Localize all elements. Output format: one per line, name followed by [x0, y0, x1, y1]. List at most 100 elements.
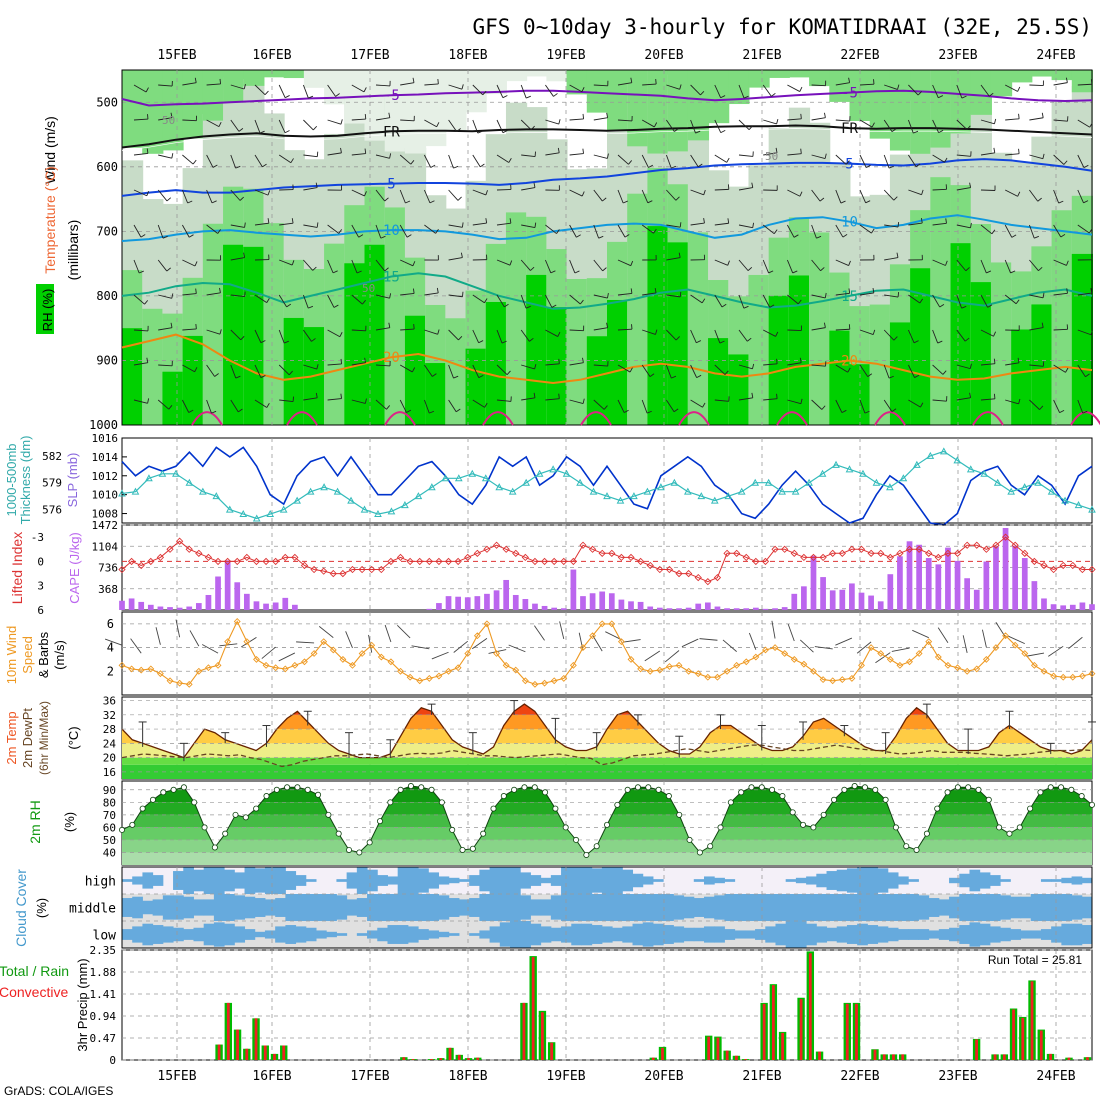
upper-wind-barb	[423, 189, 431, 204]
upper-wind-barb	[617, 189, 624, 204]
rh-shade-dark	[647, 226, 669, 425]
rh-shade-mid	[263, 223, 285, 425]
upper-wind-barb-tick	[966, 125, 971, 130]
upper-wind-barb-tick	[799, 86, 803, 92]
cloud-frame	[121, 866, 1093, 949]
cloud-bar-middle	[887, 894, 899, 921]
upper-wind-barb	[496, 189, 512, 191]
upper-wind-barb-tick	[312, 266, 317, 271]
upper-wind-barb	[182, 259, 196, 267]
wind-speed-point	[944, 661, 952, 669]
rh-shade-high	[425, 70, 447, 147]
cloud-bar-high	[458, 879, 470, 882]
upper-wind-barb-tick	[262, 163, 267, 168]
cloud-bar-middle	[734, 894, 746, 921]
upper-wind-barb-tick	[188, 234, 194, 238]
upper-wind-barb	[278, 364, 290, 376]
upper-wind-barb	[545, 119, 559, 125]
precip-conv-bar	[716, 1037, 720, 1060]
cape-bar	[637, 601, 644, 610]
cloud-bar-low	[928, 930, 940, 939]
upper-wind-barb-tick	[530, 266, 535, 271]
wind-speed-point	[665, 663, 673, 670]
cloud-bar-high	[826, 871, 838, 890]
upper-wind-barb-tick	[824, 153, 827, 159]
upper-wind-barb	[545, 363, 560, 366]
cloud-bar-low	[1061, 923, 1073, 946]
upper-wind-barb	[617, 292, 632, 296]
cloud-bar-high	[836, 869, 848, 892]
date-label-top: 21FEB	[742, 48, 781, 63]
wind-barb	[699, 638, 718, 641]
rh-point	[645, 784, 652, 791]
cloud-bar-middle	[1030, 894, 1042, 921]
upper-wind-barb-tick	[752, 222, 755, 228]
slp-ylabel-thickness: Thickness (dm)	[18, 436, 33, 525]
upper-wind-barb	[980, 152, 995, 156]
lifted-index-point	[742, 553, 750, 562]
upper-wind-barb-tick	[703, 218, 705, 224]
upper-wind-barb	[714, 188, 729, 191]
cloud-bar-high	[122, 879, 133, 882]
upper-wind-barb-tick	[654, 287, 657, 294]
isotherm-3	[121, 214, 1093, 242]
cape-bar	[868, 595, 874, 610]
upper-wind-barb	[859, 364, 869, 377]
rh-point	[562, 824, 569, 831]
upper-wind-barb	[1053, 364, 1066, 373]
wind-speed-point	[176, 679, 184, 687]
upper-wind-barb	[545, 329, 558, 337]
upper-wind-barb	[496, 222, 511, 226]
lifted-index-point	[444, 557, 453, 566]
thickness-point	[508, 487, 517, 495]
upper-wind-barb	[1077, 154, 1085, 168]
upper-wind-barb-tick	[824, 112, 826, 118]
thickness-point	[1074, 501, 1083, 509]
cloud-bar-middle	[806, 894, 817, 921]
cloud-bar-high	[642, 876, 654, 885]
rh-point	[872, 786, 879, 793]
upper-wind-barb-tick	[1082, 410, 1088, 414]
wind-speed-point	[752, 653, 760, 661]
upper-wind-barb	[182, 154, 194, 165]
wind-speed-point	[253, 655, 260, 663]
upper-wind-barb	[1029, 84, 1044, 86]
upper-wind-barb-tick	[526, 95, 531, 99]
upper-wind-barb-tick	[534, 222, 537, 228]
upper-wind-barb-tick	[194, 77, 197, 83]
upper-wind-barb-tick	[1018, 148, 1020, 154]
cloud-bar-low	[693, 927, 705, 942]
cloud-bar-low	[264, 930, 276, 939]
rh-shade-dark	[283, 317, 305, 425]
rh-point	[779, 793, 786, 800]
upper-wind-barb	[1053, 82, 1068, 86]
wind-speed-point	[954, 664, 961, 672]
upper-wind-barb-tick	[195, 288, 197, 294]
lifted-index-point	[425, 557, 433, 566]
upper-wind-barb	[279, 399, 294, 402]
lifted-index-point	[560, 557, 568, 566]
cloud-bar-high	[1071, 876, 1083, 885]
rh-point	[944, 789, 951, 796]
upper-wind-barb	[956, 187, 971, 191]
rh-shade-high	[607, 70, 629, 132]
wind-speed-point	[128, 665, 136, 673]
upper-wind-barb	[133, 329, 148, 332]
upper-wind-barb	[423, 399, 430, 414]
precip-ytick: 1.88	[90, 966, 117, 979]
slp-ytick: 1016	[92, 432, 119, 445]
rh-point	[934, 805, 941, 812]
upper-wind-barb	[327, 363, 342, 366]
cloud-bar-low	[224, 923, 235, 946]
upper-wind-barb	[302, 294, 309, 309]
cape-bar	[522, 599, 529, 610]
upper-wind-barb-tick	[630, 260, 634, 266]
precip-conv-bar	[1021, 1017, 1025, 1060]
wind-speed-point	[406, 673, 414, 681]
lifted-index-point	[435, 557, 443, 566]
precip-conv-bar	[744, 1059, 748, 1060]
upper-wind-barb	[932, 154, 945, 163]
upper-wind-barb-tick	[340, 358, 343, 364]
lifted-index-point	[896, 549, 904, 557]
cloud-bar-high	[908, 879, 919, 882]
